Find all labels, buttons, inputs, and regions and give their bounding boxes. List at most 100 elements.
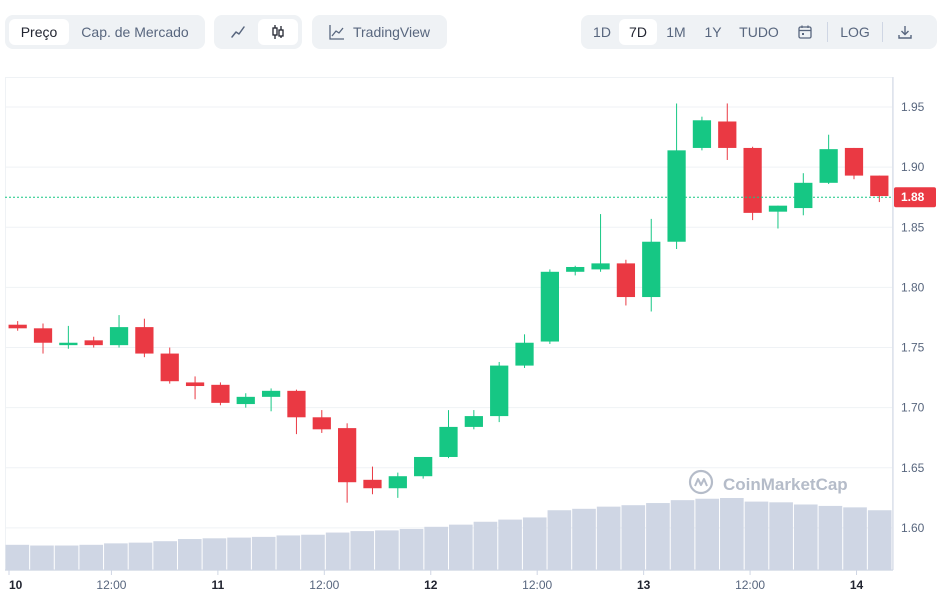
toolbar-divider bbox=[882, 22, 883, 42]
volume-bar bbox=[399, 528, 424, 570]
volume-bar bbox=[54, 545, 79, 570]
candle-body bbox=[794, 182, 813, 209]
tradingview-chart-icon bbox=[329, 24, 345, 40]
y-tick-label: 1.90 bbox=[901, 160, 925, 174]
candle[interactable] bbox=[388, 472, 407, 498]
candle[interactable] bbox=[844, 147, 864, 180]
volume-bar bbox=[30, 545, 54, 570]
range-1y[interactable]: 1Y bbox=[704, 24, 722, 40]
candle[interactable] bbox=[33, 323, 53, 354]
volume-bar bbox=[5, 544, 30, 570]
volume-bar bbox=[153, 541, 177, 570]
candle[interactable] bbox=[84, 336, 103, 348]
log-button[interactable]: LOG bbox=[840, 24, 870, 40]
candle[interactable] bbox=[566, 265, 585, 276]
candle[interactable] bbox=[642, 218, 661, 312]
candle[interactable] bbox=[160, 347, 179, 384]
candle[interactable] bbox=[768, 205, 788, 229]
range-selector: 1D 7D 1M 1Y TUDO LOG bbox=[581, 15, 937, 49]
volume-bar bbox=[424, 526, 448, 570]
price-chart[interactable]: CoinMarketCap 1.95 1.90 1.85 1.80 1.75 1.70 1.… bbox=[5, 77, 937, 600]
candle[interactable] bbox=[591, 214, 610, 272]
range-all[interactable]: TUDO bbox=[739, 24, 779, 40]
candle[interactable] bbox=[515, 334, 534, 368]
volume-bar bbox=[769, 502, 793, 570]
x-tick-label: 12 bbox=[424, 578, 438, 592]
volume-bar bbox=[646, 503, 670, 570]
coinmarketcap-logo-icon bbox=[688, 469, 714, 495]
range-1m[interactable]: 1M bbox=[666, 24, 686, 40]
candlestick-button[interactable] bbox=[258, 19, 298, 45]
calendar-button[interactable] bbox=[787, 19, 823, 45]
candle[interactable] bbox=[135, 318, 154, 358]
y-tick-label: 1.75 bbox=[901, 341, 925, 355]
volume-bar bbox=[177, 539, 202, 570]
candle[interactable] bbox=[743, 146, 762, 221]
x-tick-label: 12:00 bbox=[735, 578, 765, 592]
candle[interactable] bbox=[540, 269, 559, 344]
candle[interactable] bbox=[109, 315, 129, 348]
candle-body bbox=[743, 147, 762, 213]
current-price-tag bbox=[894, 187, 936, 208]
price-chart-svg: CoinMarketCap 1.95 1.90 1.85 1.80 1.75 1.70 1.… bbox=[5, 77, 936, 592]
volume-bar bbox=[596, 506, 621, 570]
candle-body bbox=[261, 390, 281, 397]
candle[interactable] bbox=[363, 466, 382, 495]
candle-body bbox=[211, 384, 230, 403]
candle[interactable] bbox=[819, 134, 838, 185]
tab-price[interactable]: Preço bbox=[9, 19, 69, 45]
y-tick-label: 1.80 bbox=[901, 280, 925, 294]
candle[interactable] bbox=[490, 361, 509, 423]
candle-body bbox=[363, 479, 382, 489]
range-7d[interactable]: 7D bbox=[619, 19, 657, 45]
calendar-icon bbox=[797, 24, 813, 40]
volume-bar bbox=[621, 505, 646, 570]
candle[interactable] bbox=[794, 173, 813, 216]
tradingview-inner: TradingView bbox=[316, 19, 443, 45]
volume-bar bbox=[522, 517, 547, 570]
tab-market-cap[interactable]: Cap. de Mercado bbox=[81, 24, 189, 40]
candle-body bbox=[8, 324, 27, 329]
x-tick-label: 10 bbox=[9, 578, 23, 592]
volume-bar bbox=[375, 530, 399, 570]
volume-bar bbox=[547, 510, 572, 570]
candle-body bbox=[870, 175, 889, 197]
candle[interactable] bbox=[718, 103, 737, 160]
candle[interactable] bbox=[439, 410, 458, 459]
candle[interactable] bbox=[414, 456, 433, 479]
candle-body bbox=[692, 120, 712, 148]
candle[interactable] bbox=[236, 393, 255, 408]
toolbar-divider bbox=[827, 22, 828, 42]
y-tick-label: 1.60 bbox=[901, 521, 925, 535]
candle-body bbox=[59, 342, 78, 346]
candle[interactable] bbox=[287, 389, 306, 435]
line-chart-button[interactable] bbox=[218, 19, 258, 45]
candle[interactable] bbox=[870, 175, 889, 203]
candle[interactable] bbox=[261, 388, 281, 412]
candle[interactable] bbox=[312, 410, 331, 433]
download-button[interactable] bbox=[887, 19, 923, 45]
candle[interactable] bbox=[59, 325, 78, 349]
volume-bar bbox=[325, 532, 350, 570]
candle[interactable] bbox=[338, 423, 357, 503]
candle-body bbox=[819, 149, 838, 183]
candle-body bbox=[566, 266, 585, 272]
candle[interactable] bbox=[185, 376, 205, 400]
candle[interactable] bbox=[667, 103, 686, 249]
volume-bar bbox=[473, 521, 498, 570]
y-tick-label: 1.85 bbox=[901, 220, 925, 234]
candle[interactable] bbox=[211, 382, 230, 406]
candle[interactable] bbox=[616, 259, 636, 306]
candle-body bbox=[540, 271, 559, 342]
volume-bar bbox=[867, 510, 892, 570]
volume-bar bbox=[572, 508, 596, 570]
tradingview-button[interactable]: TradingView bbox=[312, 15, 447, 49]
candle[interactable] bbox=[464, 410, 483, 430]
candle-body bbox=[185, 382, 205, 387]
candle[interactable] bbox=[692, 116, 712, 151]
volume-bar bbox=[79, 544, 104, 570]
candle-body bbox=[388, 476, 407, 489]
candle-body bbox=[464, 416, 483, 427]
candle[interactable] bbox=[8, 321, 27, 331]
range-1d[interactable]: 1D bbox=[593, 24, 611, 40]
